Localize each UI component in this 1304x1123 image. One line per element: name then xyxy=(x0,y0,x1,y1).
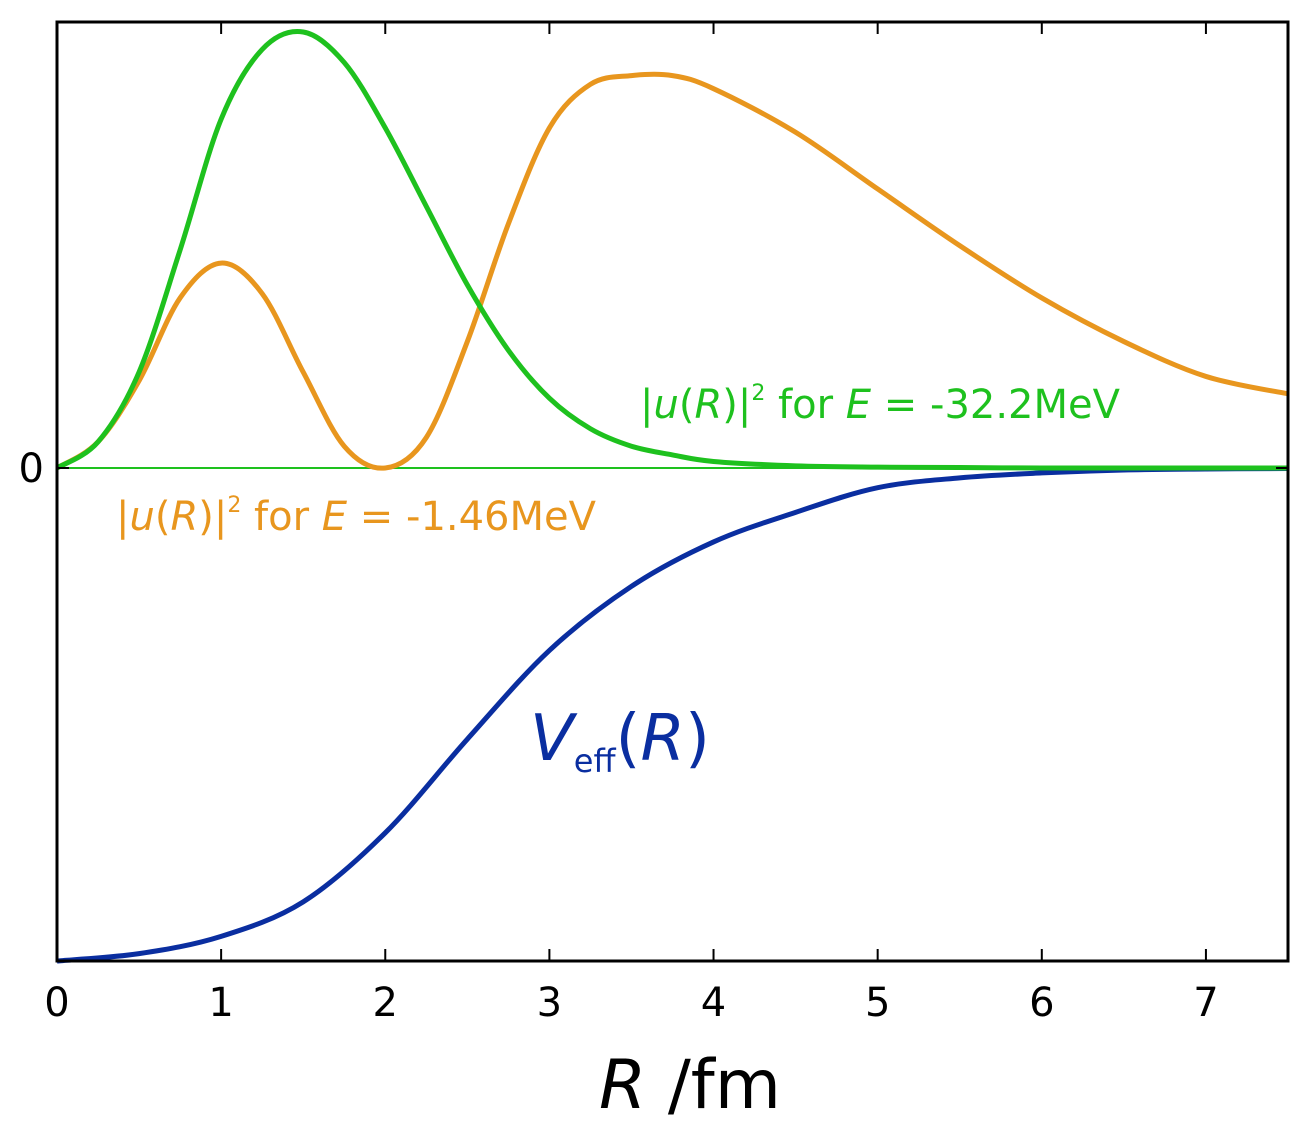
annotation-ground: |u(R)|2 for E = -32.2MeV xyxy=(640,381,1121,428)
x-tick-label: 6 xyxy=(1029,980,1054,1026)
annotation-potential-paren: ( xyxy=(616,702,641,776)
annotation-ground-bar: | xyxy=(640,382,653,428)
annotation-ground-r: R xyxy=(694,382,722,428)
annotation-potential-v: V xyxy=(530,702,578,776)
annotation-excited-value: = -1.46MeV xyxy=(347,494,597,540)
x-tick-label: 4 xyxy=(701,980,726,1026)
series-line-psi-ground xyxy=(55,29,1288,471)
series-line-psi-excited xyxy=(55,71,1289,471)
annotation-excited-bar: | xyxy=(116,494,129,540)
annotation-excited-paren-close: )| xyxy=(198,494,227,540)
annotation-ground-sup: 2 xyxy=(751,381,765,406)
x-tick-label: 3 xyxy=(537,980,562,1026)
x-tick-label: 7 xyxy=(1193,980,1218,1026)
plot-frame xyxy=(55,20,1290,963)
annotation-excited-paren: ( xyxy=(155,494,171,540)
x-tick-label: 2 xyxy=(373,980,398,1026)
annotation-ground-paren: ( xyxy=(679,382,695,428)
annotation-excited-for: for xyxy=(241,494,321,540)
x-axis-label-var: R xyxy=(599,1046,646,1123)
annotation-ground-e: E xyxy=(846,382,872,428)
x-tick-label: 5 xyxy=(865,980,890,1026)
annotation-excited-e: E xyxy=(322,494,348,540)
annotation-potential: Veff(R) xyxy=(530,702,710,780)
x-tick-label: 1 xyxy=(208,980,233,1026)
annotation-ground-value: = -32.2MeV xyxy=(871,382,1121,428)
annotation-ground-u: u xyxy=(653,382,678,428)
series-line-V-eff xyxy=(56,465,1289,964)
y-ticks: 0 xyxy=(19,446,1288,492)
y-tick-label: 0 xyxy=(19,446,44,492)
x-axis-label-unit: /fm xyxy=(646,1046,781,1123)
annotation-excited-r: R xyxy=(170,494,198,540)
annotation-potential-paren-close: ) xyxy=(685,702,710,776)
annotation-potential-r: R xyxy=(640,702,684,776)
x-axis-label: R /fm xyxy=(599,1046,781,1123)
annotation-excited: |u(R)|2 for E = -1.46MeV xyxy=(116,493,597,540)
annotation-excited-u: u xyxy=(129,494,154,540)
x-ticks: 0 1 2 3 4 5 6 7 xyxy=(44,22,1219,1026)
annotation-excited-sup: 2 xyxy=(227,493,241,518)
annotation-ground-paren-close: )| xyxy=(722,382,751,428)
x-tick-label: 0 xyxy=(44,980,69,1026)
annotation-potential-sub: eff xyxy=(574,742,617,780)
annotation-ground-for: for xyxy=(765,382,845,428)
series-layer xyxy=(55,29,1289,964)
